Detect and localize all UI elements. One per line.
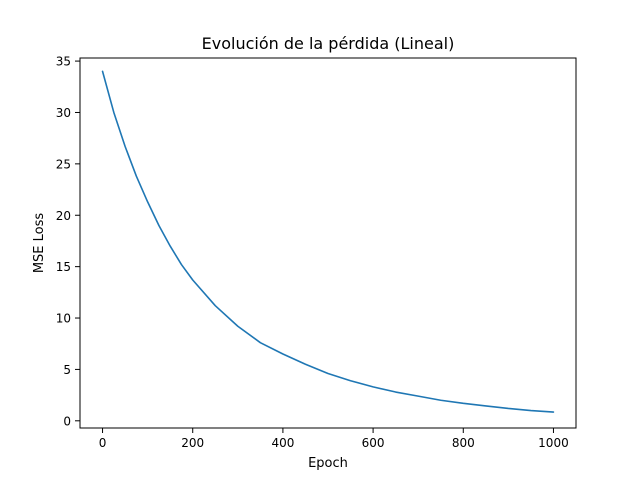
x-tick-label: 600 [362, 436, 385, 450]
y-tick-label: 10 [56, 312, 71, 326]
x-tick-label: 400 [271, 436, 294, 450]
chart-title: Evolución de la pérdida (Lineal) [202, 34, 455, 53]
series-line-0 [101, 70, 555, 413]
y-tick-label: 0 [63, 414, 71, 428]
y-tick-label: 25 [56, 157, 71, 171]
y-tick-label: 30 [56, 106, 71, 120]
y-tick-label: 35 [56, 55, 71, 69]
x-tick-label: 1000 [538, 436, 569, 450]
y-tick-label: 15 [56, 260, 71, 274]
series-layer [101, 70, 555, 413]
x-axis-label: Epoch [308, 456, 348, 471]
plot-frame [79, 57, 577, 429]
y-axis-ticks: 0 5 10 15 20 25 30 35 [56, 55, 80, 428]
x-tick-label: 200 [181, 436, 204, 450]
y-tick-label: 20 [56, 209, 71, 223]
x-axis-ticks: 0 200 400 600 800 1000 [99, 428, 569, 450]
x-tick-label: 0 [99, 436, 107, 450]
y-tick-label: 5 [63, 363, 71, 377]
y-axis-label: MSE Loss [32, 213, 47, 274]
x-tick-label: 800 [452, 436, 475, 450]
